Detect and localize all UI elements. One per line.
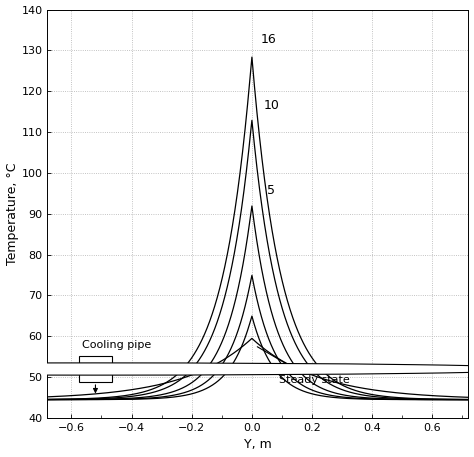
Text: 16: 16 [261,33,277,46]
Y-axis label: Temperature, °C: Temperature, °C [6,163,18,265]
Text: 10: 10 [264,99,280,112]
X-axis label: Y, m: Y, m [244,438,272,452]
Text: Steady state: Steady state [257,347,350,385]
Bar [79,356,112,382]
Text: 5: 5 [267,185,275,197]
Text: Cooling pipe: Cooling pipe [82,340,151,350]
Circle shape [0,363,474,375]
